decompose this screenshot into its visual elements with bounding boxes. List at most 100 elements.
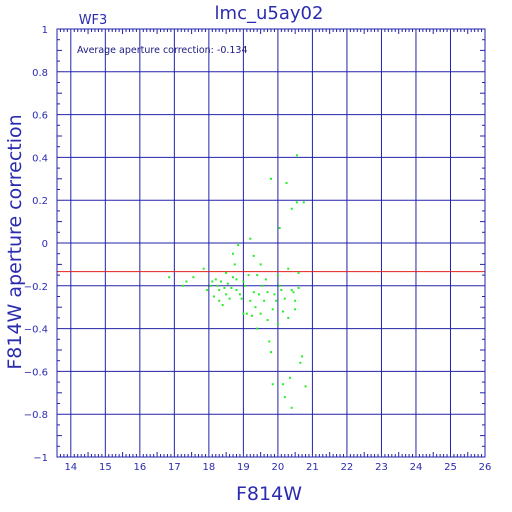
data-point bbox=[263, 299, 266, 302]
data-point bbox=[214, 278, 217, 281]
y-tick-label: −0.4 bbox=[24, 325, 48, 336]
y-tick-label: 1 bbox=[42, 25, 48, 36]
data-point bbox=[223, 286, 226, 289]
x-tick-label: 14 bbox=[64, 462, 77, 473]
data-point bbox=[301, 355, 304, 358]
data-point bbox=[211, 280, 214, 283]
data-point bbox=[202, 267, 205, 270]
y-axis-label: F814W aperture correction bbox=[4, 114, 26, 369]
panel-label: WF3 bbox=[79, 13, 108, 28]
data-point bbox=[290, 207, 293, 210]
data-point bbox=[244, 284, 247, 287]
data-point bbox=[252, 291, 255, 294]
y-tick-label: −1 bbox=[33, 453, 48, 464]
data-point bbox=[299, 361, 302, 364]
data-point bbox=[295, 201, 298, 204]
chart-title: lmc_u5ay02 bbox=[215, 3, 324, 24]
data-point bbox=[259, 263, 262, 266]
data-point bbox=[242, 312, 245, 315]
data-point bbox=[256, 327, 259, 330]
data-point bbox=[233, 263, 236, 266]
data-point bbox=[249, 299, 252, 302]
plot-frame bbox=[56, 28, 486, 458]
x-tick-label: 25 bbox=[444, 462, 457, 473]
data-point bbox=[271, 308, 274, 311]
data-point bbox=[290, 406, 293, 409]
data-point bbox=[238, 293, 241, 296]
grid-lines bbox=[57, 28, 486, 458]
data-point bbox=[270, 177, 272, 180]
data-point bbox=[218, 299, 221, 302]
data-point bbox=[181, 284, 184, 287]
data-point bbox=[295, 154, 298, 157]
y-tick-label: 0.4 bbox=[32, 153, 48, 164]
data-point bbox=[268, 340, 271, 343]
data-point bbox=[283, 297, 286, 300]
data-point bbox=[226, 282, 229, 285]
x-tick-labels: 14 15 16 17 18 19 20 21 22 23 24 25 26 bbox=[64, 462, 491, 473]
data-point bbox=[257, 293, 260, 296]
data-point bbox=[213, 295, 216, 298]
x-tick-label: 24 bbox=[410, 462, 423, 473]
y-tick-label: 0.8 bbox=[32, 68, 48, 79]
data-point bbox=[221, 304, 224, 307]
x-tick-label: 23 bbox=[375, 462, 388, 473]
data-point bbox=[192, 276, 195, 279]
data-point bbox=[302, 201, 305, 204]
data-point bbox=[252, 254, 255, 257]
data-point bbox=[247, 274, 250, 277]
data-point bbox=[285, 182, 288, 185]
data-point bbox=[288, 376, 291, 379]
data-point bbox=[264, 278, 267, 281]
data-point bbox=[292, 291, 295, 294]
data-point bbox=[185, 280, 188, 283]
data-point bbox=[261, 284, 264, 287]
data-point bbox=[270, 351, 272, 354]
data-point bbox=[276, 323, 279, 326]
data-point bbox=[290, 289, 293, 292]
data-point bbox=[230, 286, 233, 289]
data-points bbox=[168, 154, 307, 409]
data-point bbox=[235, 278, 238, 281]
data-point bbox=[276, 274, 279, 277]
data-point bbox=[297, 271, 300, 274]
annotation-text: Average aperture correction: -0.134 bbox=[77, 45, 248, 56]
data-point bbox=[282, 310, 285, 313]
data-point bbox=[232, 276, 235, 279]
data-point bbox=[225, 271, 228, 274]
x-tick-label: 18 bbox=[203, 462, 216, 473]
x-tick-label: 16 bbox=[133, 462, 146, 473]
data-point bbox=[283, 396, 286, 399]
data-point bbox=[297, 286, 300, 289]
data-point bbox=[218, 289, 221, 292]
y-tick-label: 0.2 bbox=[32, 196, 48, 207]
data-point bbox=[242, 280, 245, 283]
data-point bbox=[294, 308, 297, 311]
data-point bbox=[245, 312, 248, 315]
data-point bbox=[259, 312, 262, 315]
data-point bbox=[256, 274, 259, 277]
data-point bbox=[209, 284, 212, 287]
data-point bbox=[232, 252, 235, 255]
data-point bbox=[168, 276, 171, 279]
x-tick-label: 26 bbox=[479, 462, 492, 473]
data-point bbox=[287, 316, 290, 319]
data-point bbox=[240, 297, 243, 300]
data-point bbox=[282, 383, 285, 386]
data-point bbox=[280, 289, 283, 292]
x-tick-label: 21 bbox=[306, 462, 319, 473]
y-tick-labels: −1 −0.8 −0.6 −0.4 −0.2 0 0.2 0.4 0.6 0.8 1 bbox=[24, 25, 48, 464]
y-tick-label: −0.6 bbox=[24, 367, 48, 378]
data-point bbox=[278, 284, 281, 287]
data-point bbox=[287, 267, 290, 270]
data-point bbox=[278, 227, 281, 230]
y-tick-label: −0.2 bbox=[24, 282, 48, 293]
data-point bbox=[254, 306, 257, 309]
data-point bbox=[237, 244, 240, 247]
data-point bbox=[228, 297, 231, 300]
x-tick-label: 22 bbox=[341, 462, 354, 473]
x-tick-label: 17 bbox=[168, 462, 181, 473]
x-tick-label: 15 bbox=[99, 462, 112, 473]
data-point bbox=[266, 319, 269, 322]
